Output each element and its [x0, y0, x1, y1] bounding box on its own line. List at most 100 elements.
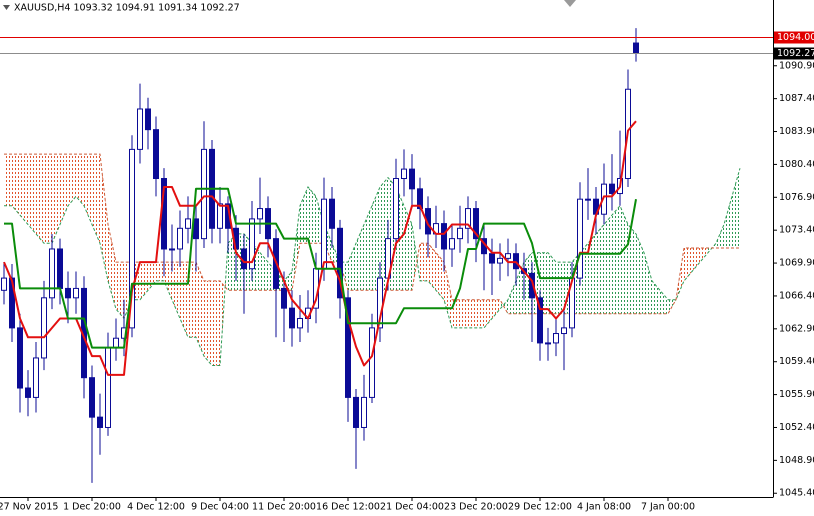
- cloud-segment: [196, 262, 204, 357]
- candle-body: [473, 208, 479, 240]
- cloud-segment: [596, 224, 604, 314]
- y-tick-label: 1087.40: [779, 93, 814, 104]
- cloud-segment: [364, 205, 372, 291]
- cloud-segment: [100, 154, 108, 281]
- cloud-segment: [436, 252, 444, 300]
- cloud-segment: [348, 243, 356, 291]
- cloud-segment: [116, 262, 124, 319]
- cloud-segment: [620, 205, 628, 314]
- candle-body: [321, 198, 327, 270]
- candle-body: [297, 317, 303, 329]
- cloud-segment: [12, 154, 20, 216]
- cloud-segment: [548, 252, 556, 314]
- cloud-segment: [652, 280, 660, 314]
- y-tick-label: 1069.90: [779, 258, 814, 269]
- cloud-segment: [636, 233, 644, 314]
- cloud-segment: [460, 299, 468, 328]
- cloud-segment: [692, 248, 700, 272]
- candle-body: [337, 227, 343, 299]
- candle-body: [393, 178, 399, 240]
- candle-body: [601, 183, 607, 215]
- span-b-line: [4, 153, 740, 315]
- cloud-segment: [172, 262, 180, 319]
- y-tick-label: 1083.90: [779, 126, 814, 137]
- cloud-segment: [524, 252, 532, 314]
- candle-body: [217, 203, 223, 229]
- cloud-segment: [516, 262, 524, 314]
- symbol-icon: [3, 5, 10, 10]
- candle-body: [89, 377, 95, 418]
- candle-body: [441, 223, 447, 250]
- cloud-segment: [60, 154, 68, 225]
- y-tick-label: 1059.40: [779, 356, 814, 367]
- cloud-segment: [36, 154, 44, 244]
- span-a-line: [4, 168, 741, 366]
- cloud-segment: [492, 299, 500, 319]
- cloud-segment: [4, 154, 12, 206]
- cloud-segment: [556, 262, 564, 314]
- candle-body: [585, 198, 591, 201]
- y-tick-label: 1090.90: [779, 60, 814, 71]
- cloud-segment: [444, 262, 452, 328]
- candle-body: [1, 277, 7, 291]
- cloud-segment: [204, 280, 212, 366]
- candle-body: [177, 227, 183, 250]
- x-tick-label: 7 Jan 00:00: [641, 502, 695, 513]
- candle-body: [97, 416, 103, 428]
- y-tick-label: 1052.40: [779, 422, 814, 433]
- cloud-segment: [76, 154, 84, 206]
- indicator-line: [4, 187, 637, 349]
- price-label-box: [774, 31, 814, 44]
- candle-body: [113, 337, 119, 349]
- cloud-segment: [140, 262, 148, 300]
- cloud-segment: [44, 154, 52, 244]
- candle-body: [105, 347, 111, 428]
- candle-body: [73, 287, 79, 299]
- candle-body: [65, 287, 71, 299]
- cloud-segment: [332, 243, 340, 263]
- cloud-segment: [452, 299, 460, 328]
- y-tick-label: 1080.40: [779, 159, 814, 170]
- shift-marker: [564, 0, 576, 7]
- candle-body: [361, 396, 367, 428]
- x-tick-label: 21 Dec 04:00: [380, 502, 444, 513]
- cloud-segment: [612, 205, 620, 314]
- candle-body: [169, 248, 175, 251]
- candle-body: [281, 287, 287, 309]
- candle-body: [561, 327, 567, 335]
- y-tick-label: 1076.90: [779, 192, 814, 203]
- candle-body: [257, 208, 263, 220]
- candle-body: [369, 327, 375, 398]
- cloud-segment: [220, 243, 228, 366]
- cloud-segment: [604, 215, 612, 314]
- cloud-segment: [164, 262, 172, 300]
- cloud-segment: [92, 154, 100, 244]
- candle-body: [425, 208, 431, 235]
- candle-body: [545, 342, 551, 345]
- cloud-segment: [68, 154, 76, 206]
- candle-body: [609, 183, 615, 195]
- cloud-segment: [628, 224, 636, 314]
- indicator-line: [3, 120, 637, 376]
- candle-body: [129, 148, 135, 329]
- cloud-segment: [188, 262, 196, 338]
- candle-body: [185, 218, 191, 229]
- chart-title: XAUUSD,H4 1093.32 1094.91 1091.34 1092.2…: [14, 3, 240, 14]
- x-tick-label: 4 Jan 08:00: [577, 502, 631, 513]
- candle-body: [41, 297, 47, 359]
- cloud-segment: [84, 154, 92, 225]
- candle-body: [345, 297, 351, 398]
- y-tick-label: 1048.90: [779, 455, 814, 466]
- candle-body: [489, 253, 495, 264]
- price-label: 1094.00: [777, 32, 814, 43]
- y-tick-label: 1073.40: [779, 225, 814, 236]
- cloud-segment: [428, 243, 436, 291]
- y-tick-label: 1045.40: [779, 488, 814, 499]
- candle-body: [9, 277, 15, 329]
- candle-body: [137, 108, 143, 150]
- cloud-segment: [52, 154, 60, 244]
- y-tick-label: 1055.90: [779, 389, 814, 400]
- candle-body: [409, 168, 415, 190]
- x-tick-label: 29 Dec 12:00: [508, 502, 572, 513]
